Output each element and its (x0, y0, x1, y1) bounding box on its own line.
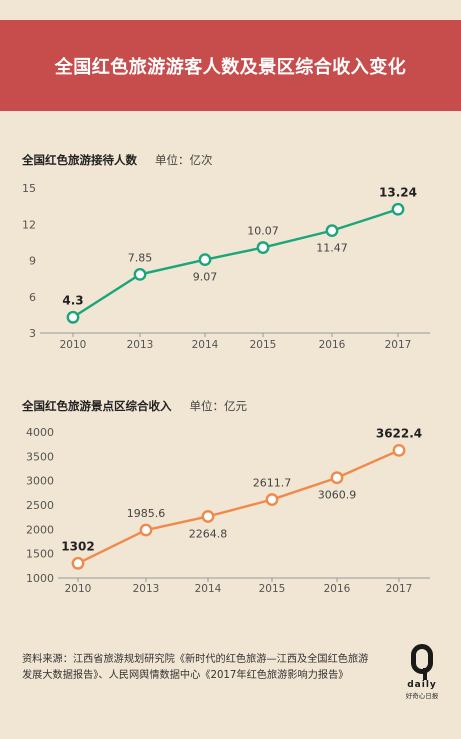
c1-data-label: 11.47 (316, 242, 348, 255)
chart2-unit: 单位：亿元 (189, 399, 248, 413)
visitors-line-chart: 3 6 9 12 15 2010 2013 2014 2015 2016 2017 4.3 7.85 9.… (22, 182, 430, 351)
c2-ytick-label: 2500 (26, 499, 54, 512)
c2-xtick-label: 2016 (324, 583, 351, 595)
c1-data-point (391, 202, 405, 216)
c2-data-label: 3060.9 (318, 489, 357, 502)
c2-ytick-label: 1500 (26, 548, 54, 561)
c2-xtick-label: 2010 (65, 583, 92, 595)
c2-data-label: 1985.6 (127, 507, 166, 520)
c2-xtick-label: 2015 (259, 583, 286, 595)
source-note: 资料来源：江西省旅游规划研究院《新时代的红色旅游—江西及全国红色旅游 发展大数据… (22, 652, 400, 684)
c2-data-point (71, 556, 85, 570)
c2-data-label: 2611.7 (253, 477, 292, 490)
c2-data-point (139, 523, 153, 537)
c2-data-point (201, 510, 215, 523)
c2-ytick-label: 3000 (26, 475, 54, 488)
chart2-title: 全国红色旅游景点区综合收入 (22, 399, 172, 413)
c2-series-line (77, 449, 400, 565)
source-line-1: 资料来源：江西省旅游规划研究院《新时代的红色旅游—江西及全国红色旅游 (22, 654, 369, 665)
c1-xtick-label: 2013 (127, 339, 154, 351)
c2-data-point (330, 471, 344, 485)
c1-data-label: 9.07 (193, 271, 218, 284)
revenue-line-chart: 1000 1500 2000 2500 3000 3500 4000 2010 2013 2014… (26, 426, 430, 595)
chart1-header: 全国红色旅游接待人数 单位：亿次 (22, 152, 213, 168)
c1-ytick-label: 3 (29, 327, 36, 340)
c2-data-point (392, 443, 406, 457)
c1-data-label: 7.85 (128, 251, 153, 264)
c1-ytick-label: 15 (22, 182, 36, 195)
qdaily-logo: daily 好奇心日报 (404, 644, 440, 700)
c1-data-point (256, 241, 270, 254)
c1-data-point (66, 310, 80, 324)
c1-xtick-label: 2014 (192, 339, 219, 351)
page-title: 全国红色旅游游客人数及景区综合收入变化 (54, 56, 407, 78)
c2-data-label: 1302 (61, 539, 94, 553)
c2-ytick-label: 3500 (26, 450, 54, 463)
c1-series-line (72, 208, 399, 319)
c1-xtick-label: 2017 (385, 339, 412, 351)
c2-data-label: 3622.4 (376, 426, 422, 440)
c2-ytick-label: 4000 (26, 426, 54, 439)
c1-data-point (133, 267, 147, 281)
chart1-unit: 单位：亿次 (155, 153, 213, 167)
c1-xtick-label: 2010 (60, 339, 87, 351)
c2-ytick-label: 1000 (26, 572, 54, 585)
c1-ytick-label: 9 (29, 255, 36, 268)
c1-ytick-label: 6 (29, 291, 36, 304)
logo-chinese-name: 好奇心日报 (405, 692, 439, 700)
c2-xtick-label: 2014 (195, 583, 222, 595)
title-banner: 全国红色旅游游客人数及景区综合收入变化 (0, 20, 461, 111)
c2-data-label: 2264.8 (189, 527, 228, 540)
c2-data-point (265, 493, 279, 506)
c1-data-label: 13.24 (379, 185, 417, 199)
source-line-2: 发展大数据报告》、人民网舆情数据中心《2017年红色旅游影响力报告》 (22, 670, 349, 681)
c2-xtick-label: 2013 (133, 583, 160, 595)
c1-ytick-label: 12 (22, 218, 36, 231)
chart2-header: 全国红色旅游景点区综合收入 单位：亿元 (22, 398, 247, 414)
c2-xtick-label: 2017 (386, 583, 413, 595)
c1-data-point (198, 253, 212, 267)
c1-xtick-label: 2016 (319, 339, 346, 351)
top-band (0, 0, 461, 20)
c1-data-point (325, 224, 339, 238)
logo-q-icon (411, 644, 433, 680)
chart1-title: 全国红色旅游接待人数 (22, 153, 137, 167)
logo-wordmark: daily (407, 680, 437, 690)
c2-ytick-label: 2000 (26, 523, 54, 536)
c1-data-label: 10.07 (247, 225, 279, 238)
c1-xtick-label: 2015 (250, 339, 277, 351)
c1-data-label: 4.3 (62, 293, 83, 307)
